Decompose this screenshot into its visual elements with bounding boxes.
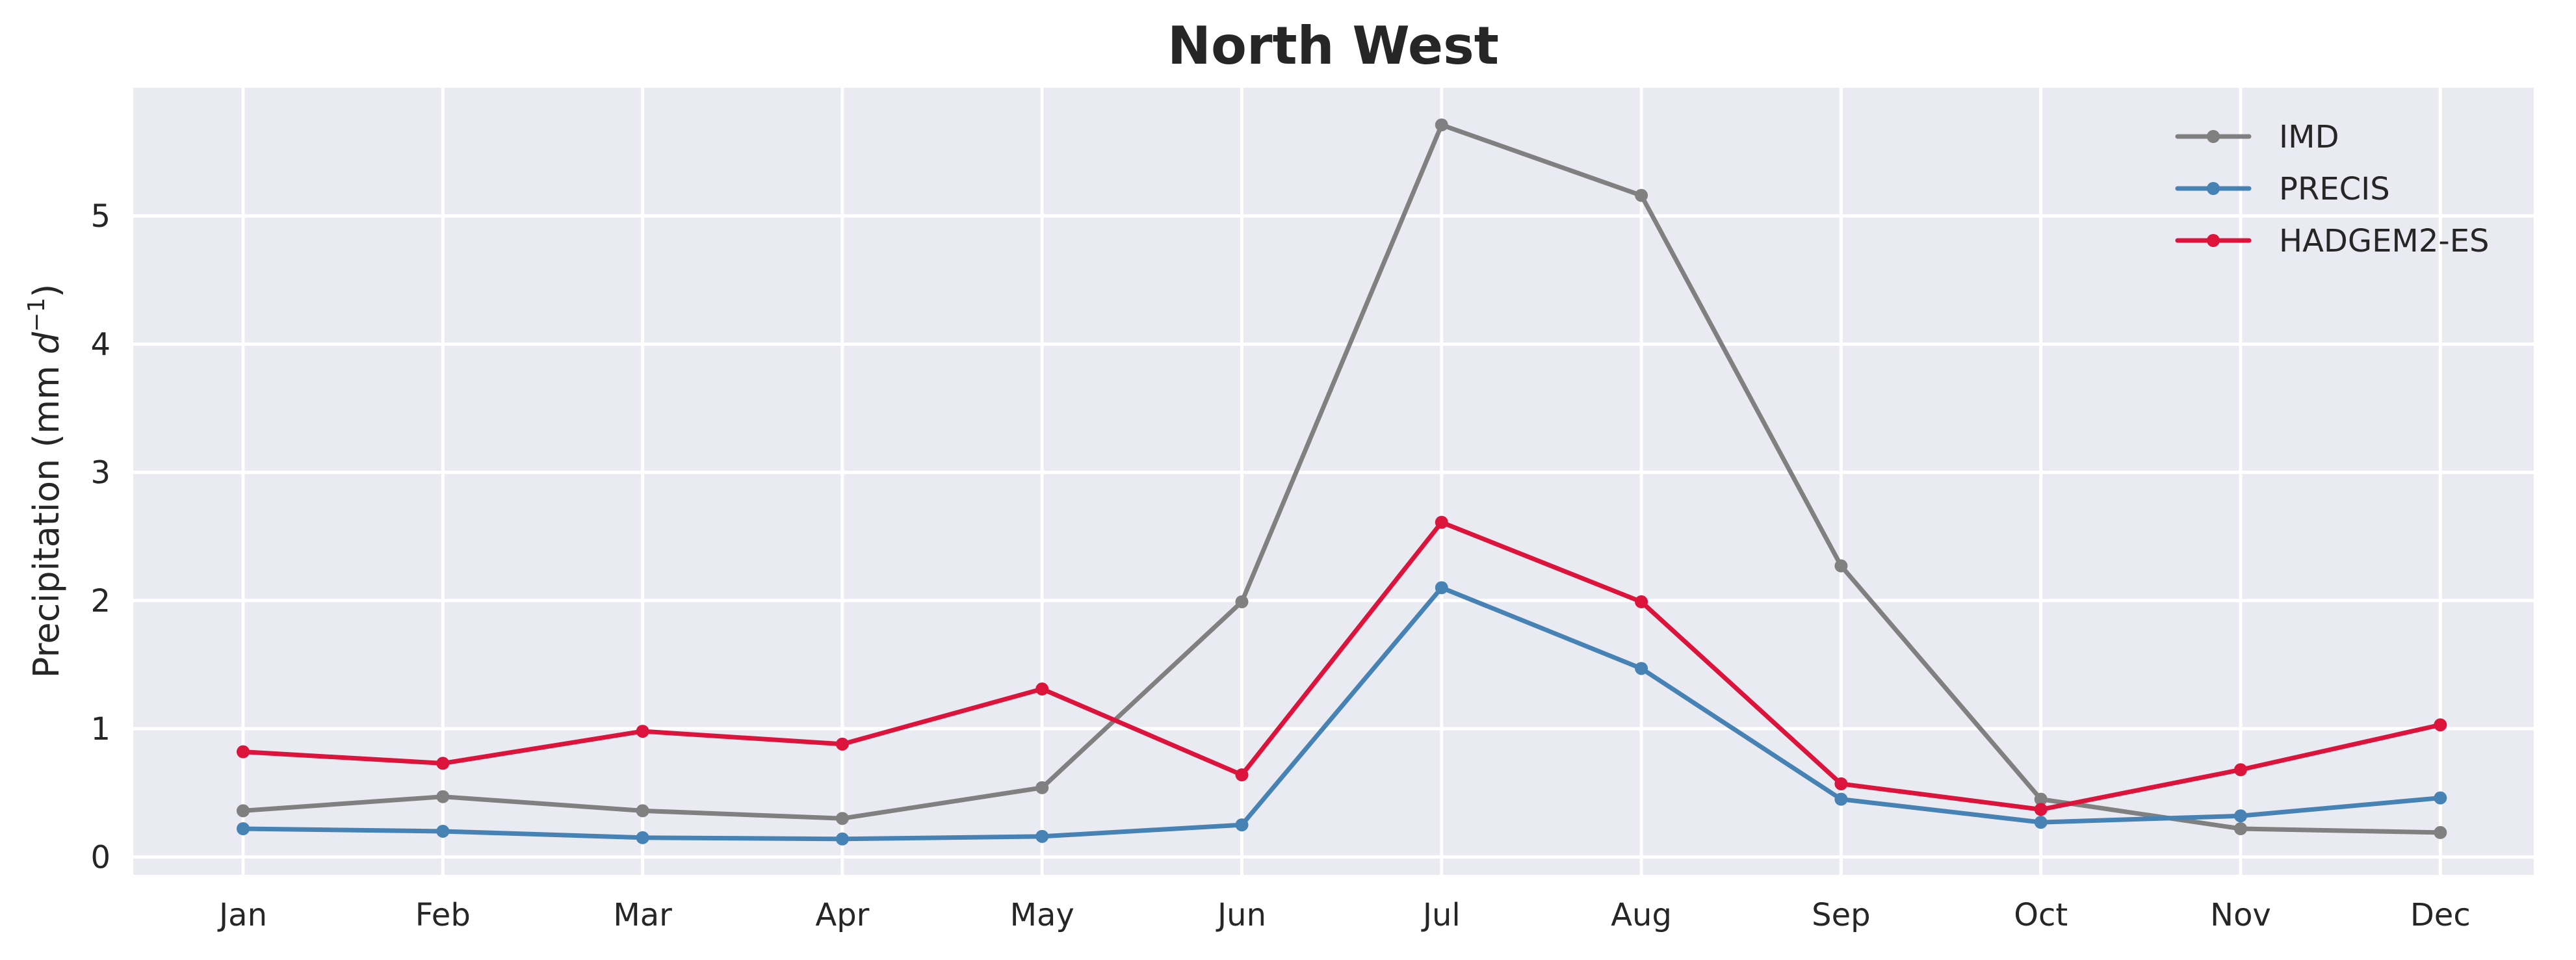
x-tick-label: Aug bbox=[1611, 897, 1672, 933]
data-point bbox=[835, 812, 849, 825]
data-point bbox=[2234, 822, 2247, 835]
series-hadgem2-es bbox=[237, 515, 2447, 816]
data-point bbox=[636, 804, 649, 818]
data-point bbox=[1435, 515, 1448, 529]
data-point bbox=[1435, 118, 1448, 132]
data-point bbox=[1235, 768, 1249, 782]
data-point bbox=[636, 831, 649, 844]
data-point bbox=[1435, 581, 1448, 595]
data-point bbox=[2034, 803, 2048, 816]
data-point bbox=[436, 757, 450, 770]
y-axis-label-suffix: ) bbox=[26, 284, 67, 298]
x-tick-label: Jan bbox=[217, 897, 267, 933]
y-tick-label: 1 bbox=[90, 711, 111, 747]
x-tick-label: Feb bbox=[415, 897, 471, 933]
y-tick-label: 5 bbox=[90, 198, 111, 235]
legend-label: IMD bbox=[2279, 119, 2339, 155]
data-point bbox=[2234, 809, 2247, 823]
y-axis-label-prefix: Precipitation (mm bbox=[26, 354, 67, 678]
x-tick-label: Apr bbox=[815, 897, 869, 933]
grid bbox=[133, 88, 2534, 875]
data-point bbox=[2434, 825, 2447, 839]
y-axis-label-exp: −1 bbox=[23, 298, 50, 332]
x-tick-label: Nov bbox=[2210, 897, 2271, 933]
y-axis-label: Precipitation (mm d−1) bbox=[23, 284, 67, 679]
legend-marker bbox=[2207, 234, 2220, 247]
legend-label: HADGEM2-ES bbox=[2279, 223, 2489, 259]
data-point bbox=[436, 824, 450, 838]
data-point bbox=[237, 822, 250, 835]
y-tick-label: 0 bbox=[90, 839, 111, 876]
data-point bbox=[2234, 763, 2247, 777]
data-point bbox=[636, 725, 649, 738]
ticks: Jan Feb Mar Apr May Jun Jul Aug Sep Oct Nov Dec 0 1 2 3… bbox=[90, 198, 2470, 933]
y-tick-label: 4 bbox=[90, 326, 111, 363]
data-point bbox=[1834, 777, 1848, 790]
data-point bbox=[436, 790, 450, 803]
data-point bbox=[1635, 188, 1648, 202]
data-point bbox=[1635, 662, 1648, 675]
data-point bbox=[835, 737, 849, 751]
x-tick-label: Oct bbox=[2014, 897, 2068, 933]
chart-title: North West bbox=[1167, 16, 1499, 76]
series-line bbox=[241, 585, 2443, 842]
x-tick-label: May bbox=[1010, 897, 1074, 933]
data-point bbox=[835, 832, 849, 846]
data-point bbox=[2434, 718, 2447, 732]
x-tick-label: Jul bbox=[1421, 897, 1461, 933]
x-tick-label: Dec bbox=[2410, 897, 2471, 933]
y-tick-label: 2 bbox=[90, 583, 111, 619]
y-tick-label: 3 bbox=[90, 455, 111, 491]
legend-entry: IMD bbox=[2175, 119, 2339, 155]
data-point bbox=[2034, 792, 2048, 806]
data-point bbox=[237, 804, 250, 818]
legend-label: PRECIS bbox=[2279, 171, 2390, 207]
x-tick-label: Mar bbox=[613, 897, 672, 933]
data-point bbox=[237, 745, 250, 759]
data-point bbox=[1235, 595, 1249, 608]
plot-area bbox=[133, 88, 2534, 875]
data-point bbox=[1035, 781, 1049, 794]
legend-marker bbox=[2207, 182, 2220, 195]
legend: IMD PRECIS HADGEM2-ES bbox=[2175, 119, 2489, 259]
data-point bbox=[2434, 791, 2447, 805]
data-point bbox=[1834, 792, 1848, 806]
series-line bbox=[241, 520, 2443, 812]
x-tick-label: Jun bbox=[1216, 897, 1266, 933]
data-point bbox=[1834, 559, 1848, 573]
legend-entry: PRECIS bbox=[2175, 171, 2390, 207]
data-point bbox=[2034, 816, 2048, 829]
series-group bbox=[237, 118, 2447, 846]
legend-entry: HADGEM2-ES bbox=[2175, 223, 2489, 259]
data-point bbox=[1635, 595, 1648, 608]
data-point bbox=[1035, 682, 1049, 696]
series-precis bbox=[237, 581, 2447, 846]
x-tick-label: Sep bbox=[1812, 897, 1870, 933]
data-point bbox=[1035, 829, 1049, 843]
y-axis-label-var: d bbox=[26, 331, 67, 354]
data-point bbox=[1235, 818, 1249, 832]
legend-marker bbox=[2207, 130, 2220, 143]
